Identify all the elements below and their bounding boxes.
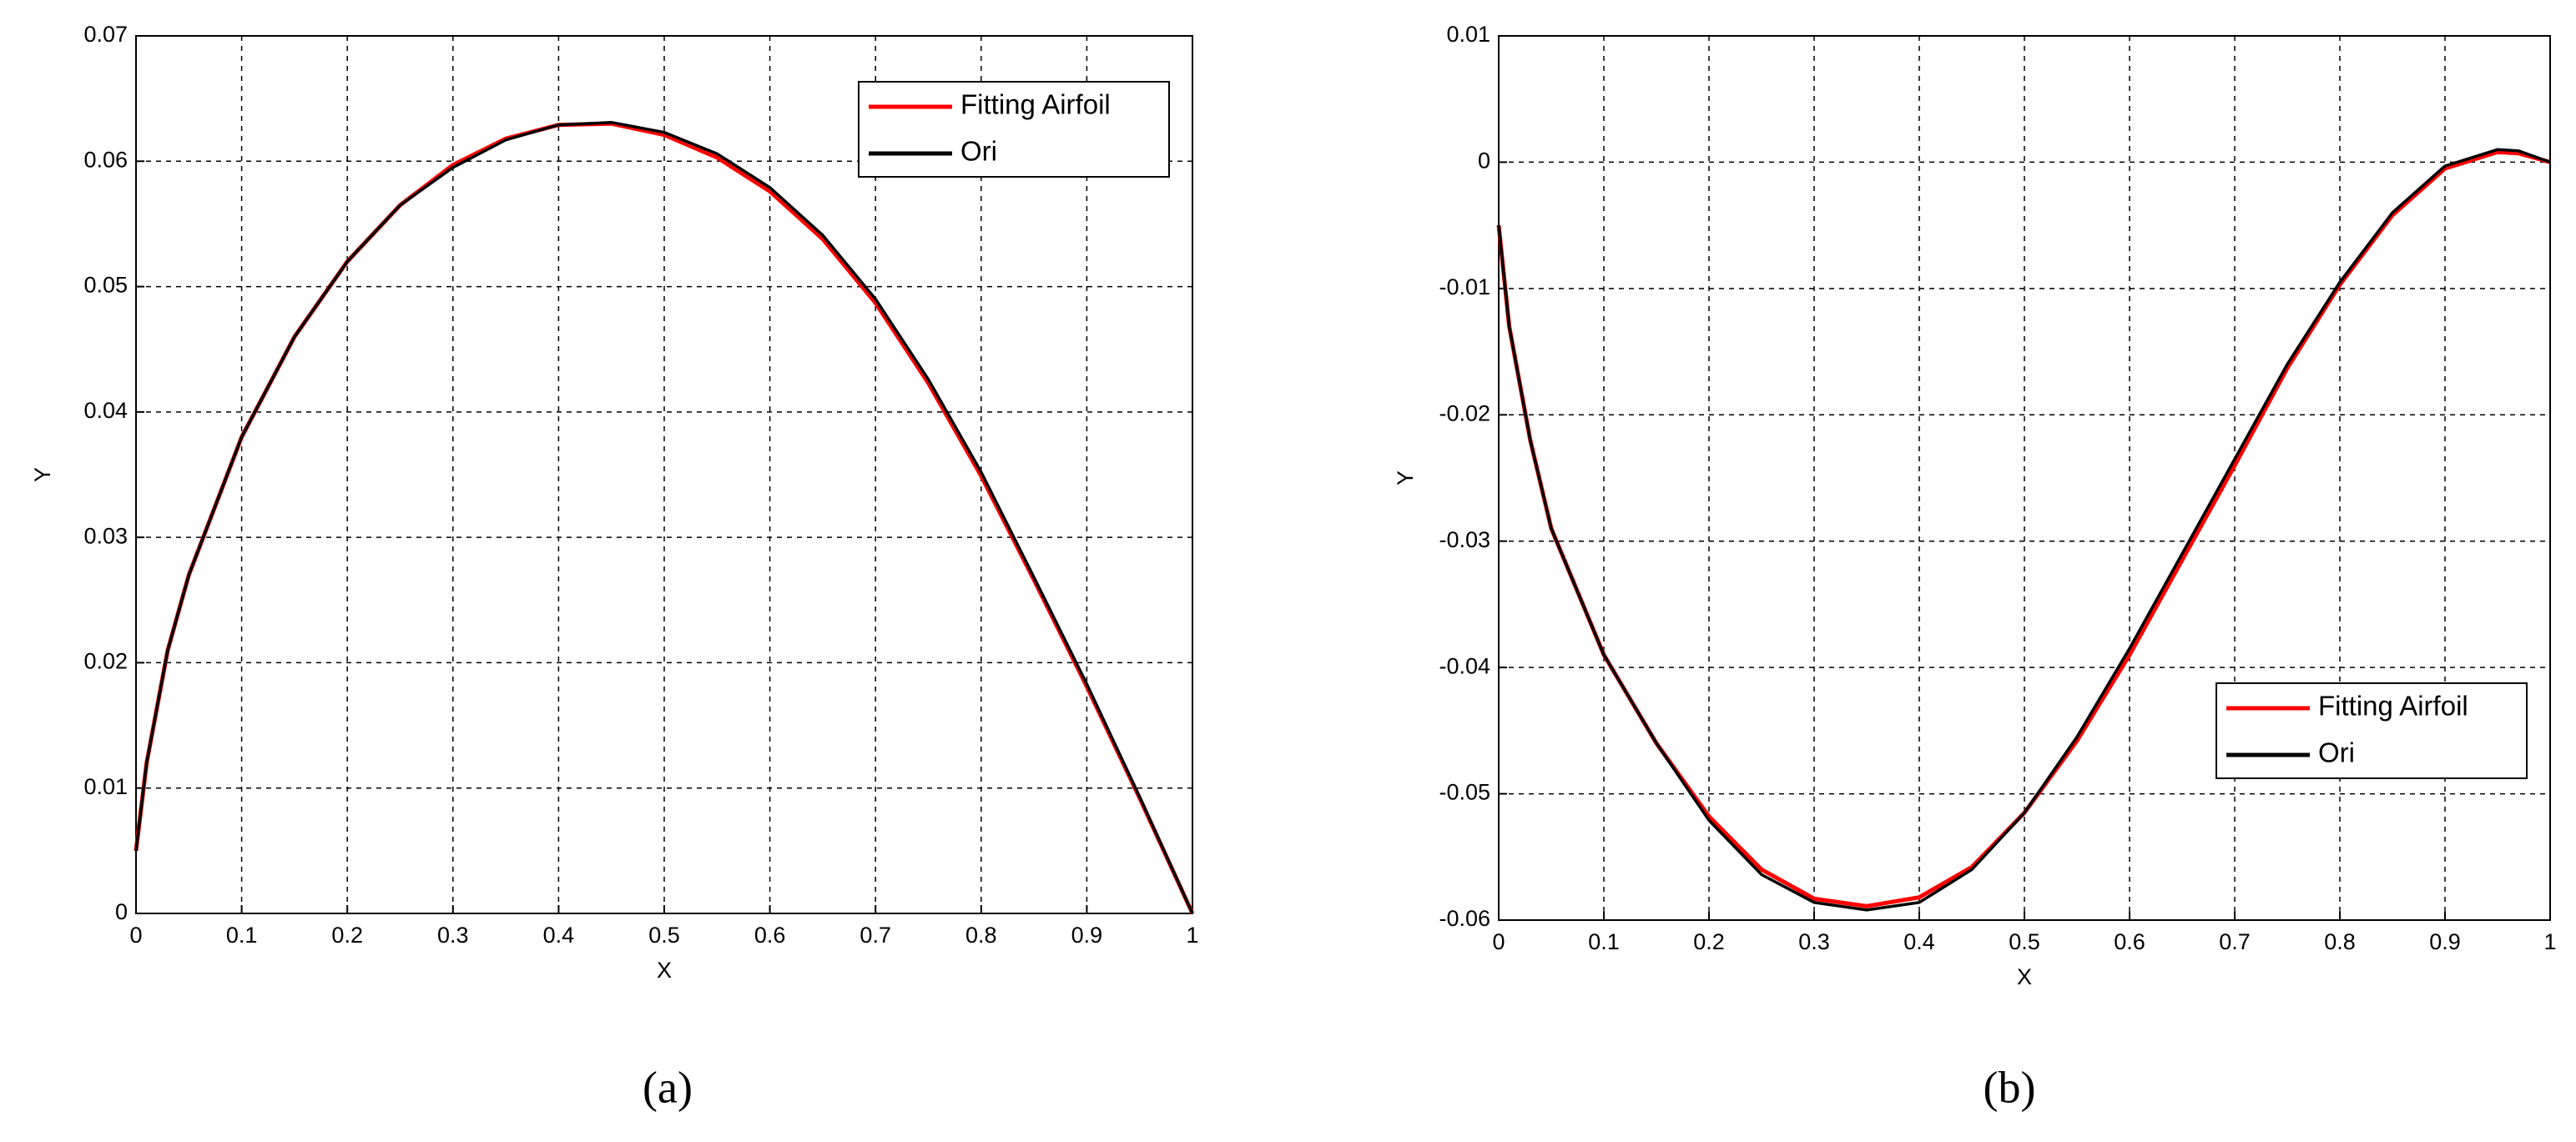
y-tick-label: -0.06 — [1439, 906, 1490, 931]
x-tick-label: 0.7 — [2219, 929, 2251, 954]
legend-label: Fitting Airfoil — [960, 89, 1111, 120]
y-axis-label: Y — [30, 467, 55, 482]
plot-frame — [1498, 35, 2551, 921]
y-tick-label: 0.04 — [83, 398, 128, 423]
panel-label: (b) — [1984, 1062, 2036, 1112]
y-tick-label: 0.05 — [83, 273, 128, 298]
legend-label: Ori — [960, 136, 997, 167]
x-tick-label: 0.4 — [543, 923, 575, 948]
y-tick-label: 0.06 — [83, 147, 128, 172]
y-tick-label: 0.02 — [83, 649, 128, 674]
x-axis-label: X — [2017, 964, 2032, 989]
x-tick-label: 0.1 — [1588, 929, 1620, 954]
legend-label: Ori — [2318, 737, 2355, 768]
x-tick-label: 0.8 — [2324, 929, 2356, 954]
x-tick-label: 0.7 — [860, 923, 891, 948]
y-tick-label: -0.01 — [1439, 274, 1490, 299]
y-tick-label: 0 — [1478, 148, 1490, 174]
x-tick-label: 0.9 — [1071, 923, 1103, 948]
y-axis-label: Y — [1393, 470, 1418, 485]
legend-label: Fitting Airfoil — [2318, 691, 2468, 722]
y-tick-label: 0.01 — [83, 774, 128, 799]
x-tick-label: 0.2 — [1693, 929, 1725, 954]
x-tick-label: 0.5 — [2009, 929, 2040, 954]
x-tick-label: 0 — [1492, 929, 1505, 954]
x-tick-label: 0.8 — [965, 923, 997, 948]
legend-box — [2216, 682, 2528, 779]
x-tick-label: 0.1 — [226, 923, 258, 948]
panel-label: (a) — [643, 1062, 693, 1112]
y-tick-label: -0.05 — [1439, 780, 1490, 805]
x-tick-label: 0.6 — [2114, 929, 2145, 954]
x-tick-label: 0.3 — [437, 923, 469, 948]
x-axis-label: X — [657, 958, 672, 983]
y-tick-label: -0.02 — [1439, 400, 1490, 425]
data-line — [1497, 148, 2551, 912]
x-tick-label: 0.9 — [2429, 929, 2461, 954]
x-tick-label: 0.4 — [1903, 929, 1935, 954]
x-tick-label: 1 — [1186, 923, 1198, 948]
y-tick-label: 0.01 — [1446, 22, 1490, 47]
y-tick-label: 0.07 — [83, 22, 128, 47]
y-tick-label: -0.04 — [1439, 653, 1490, 678]
x-tick-label: 0.6 — [754, 923, 786, 948]
x-tick-label: 0.3 — [1798, 929, 1830, 954]
legend-box — [858, 81, 1170, 178]
y-tick-label: -0.03 — [1439, 527, 1490, 552]
x-tick-label: 0 — [129, 923, 142, 948]
data-line — [134, 120, 1194, 914]
plot-frame — [135, 35, 1193, 914]
y-tick-label: 0 — [115, 899, 128, 924]
x-tick-label: 0.2 — [331, 923, 363, 948]
x-tick-label: 1 — [2543, 929, 2556, 954]
y-tick-label: 0.03 — [83, 523, 128, 548]
x-tick-label: 0.5 — [648, 923, 680, 948]
